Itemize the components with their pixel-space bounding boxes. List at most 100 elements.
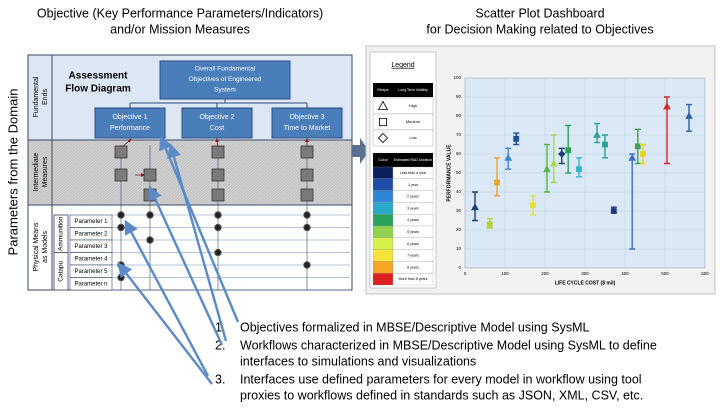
measure-node xyxy=(300,188,314,202)
top-node-label: Overall Fundamental xyxy=(195,66,256,73)
band-label: Fundamental xyxy=(33,76,40,117)
parameter-dot xyxy=(214,223,222,232)
x-axis-label: LIFE CYCLE COST ($ mil) xyxy=(555,280,616,286)
objective-label: Time to Market xyxy=(284,125,330,132)
legend-header xyxy=(373,83,433,97)
x-tick-label: 100 xyxy=(501,271,509,276)
data-point xyxy=(640,151,646,157)
legend-label: 1 year xyxy=(408,183,419,187)
parameter-dot xyxy=(146,236,154,244)
data-point xyxy=(610,208,617,214)
x-tick-label: 500 xyxy=(661,271,669,276)
parameter-label: Parameter 2 xyxy=(74,232,108,238)
y-tick-label: 30 xyxy=(456,208,462,213)
data-point xyxy=(549,159,558,167)
legend-swatch xyxy=(372,178,394,191)
legend-label: 6 years xyxy=(407,242,419,246)
data-point xyxy=(558,150,566,158)
data-point xyxy=(565,147,572,154)
legend-label: Less than a year xyxy=(400,171,427,175)
pointer-arrow xyxy=(159,135,240,323)
y-tick-label: 60 xyxy=(456,151,462,156)
legend-swatch xyxy=(372,166,394,179)
measure-node xyxy=(143,168,157,182)
legend-swatch xyxy=(372,261,394,274)
legend-label: 5 years xyxy=(407,230,419,234)
top-node-label: Objectives of Engineered xyxy=(189,76,262,83)
pointer-arrow xyxy=(124,219,210,377)
data-point xyxy=(543,165,551,173)
group-label: Ammunition xyxy=(58,216,65,251)
measure-node xyxy=(300,168,314,182)
legend-swatch xyxy=(372,225,394,238)
note-text: Interfaces use defined parameters for ev… xyxy=(240,372,642,386)
note-text: Workflows characterized in MBSE/Descript… xyxy=(240,338,657,352)
note-number: 3. xyxy=(215,372,225,386)
parameter-dot xyxy=(117,223,125,232)
parameter-dot xyxy=(214,248,222,257)
note-text: Objectives formalized in MBSE/Descriptiv… xyxy=(240,320,589,334)
data-point xyxy=(576,166,582,173)
parameter-label: Parameter 4 xyxy=(74,257,108,263)
measure-node xyxy=(211,188,225,202)
legend-label: Medium xyxy=(406,119,421,124)
left-title: Objective (Key Performance Parameters/In… xyxy=(37,6,323,20)
legend-header-text: Estimated R&D Duration xyxy=(394,158,432,162)
parameter-dot xyxy=(117,211,125,219)
parameter-dot xyxy=(303,211,311,219)
x-tick-label: 600 xyxy=(701,271,709,276)
legend-header-text: Color xyxy=(378,157,388,162)
objective-label: Objective 3 xyxy=(289,114,324,121)
y-tick-label: 20 xyxy=(456,227,462,232)
error-bar xyxy=(550,134,557,184)
data-point xyxy=(634,143,641,150)
legend-swatch xyxy=(372,273,394,286)
parameter-label: Parameter 5 xyxy=(74,269,108,275)
diagram-title: Flow Diagram xyxy=(65,84,131,95)
y-tick-label: 40 xyxy=(456,189,462,194)
pointer-arrow xyxy=(117,262,213,385)
parameter-dot xyxy=(303,223,311,232)
x-tick-label: 0 xyxy=(464,271,467,276)
legend-label: 7 years xyxy=(407,254,419,258)
parameter-dot xyxy=(117,261,125,269)
band-label: Measures xyxy=(42,156,49,187)
parameter-cell xyxy=(69,277,113,291)
legend-swatch xyxy=(372,214,394,227)
chart-title: Scatter Plot Dashboard xyxy=(475,6,604,20)
legend-cell xyxy=(392,273,434,286)
parameter-dot xyxy=(117,273,125,282)
note-text: interfaces to simulations and visualizat… xyxy=(240,354,476,368)
legend-shape xyxy=(377,100,389,110)
data-point xyxy=(504,153,513,161)
group-cell xyxy=(53,252,69,291)
x-tick-label: 200 xyxy=(541,271,549,276)
parameter-label: Parameter n xyxy=(74,282,107,288)
y-tick-label: 0 xyxy=(458,265,461,270)
legend-cell xyxy=(372,129,434,147)
legend-swatch xyxy=(372,190,394,203)
legend-swatch xyxy=(372,202,394,215)
legend-label: Low xyxy=(409,135,416,140)
top-node xyxy=(159,60,291,100)
objective-label: Objective 1 xyxy=(112,114,147,121)
band-label: Ends xyxy=(42,89,49,105)
objective-label: Cost xyxy=(210,125,224,132)
legend-label: 3 years xyxy=(407,206,419,210)
x-tick-label: 300 xyxy=(581,271,589,276)
y-tick-label: 80 xyxy=(456,113,462,118)
x-tick-label: 400 xyxy=(621,271,629,276)
legend-header xyxy=(373,153,433,167)
band-label: Intermediate xyxy=(33,152,40,191)
y-tick-label: 50 xyxy=(456,170,462,175)
objective-node xyxy=(94,107,166,139)
parameter-label: Parameter 1 xyxy=(74,219,108,225)
y-tick-label: 100 xyxy=(453,75,461,80)
legend-label: 8 years xyxy=(407,265,419,269)
left-title: and/or Mission Measures xyxy=(110,22,250,36)
data-point xyxy=(593,130,601,138)
data-point xyxy=(602,141,608,148)
legend-title: Legend xyxy=(391,62,414,69)
objective-node xyxy=(271,107,343,139)
